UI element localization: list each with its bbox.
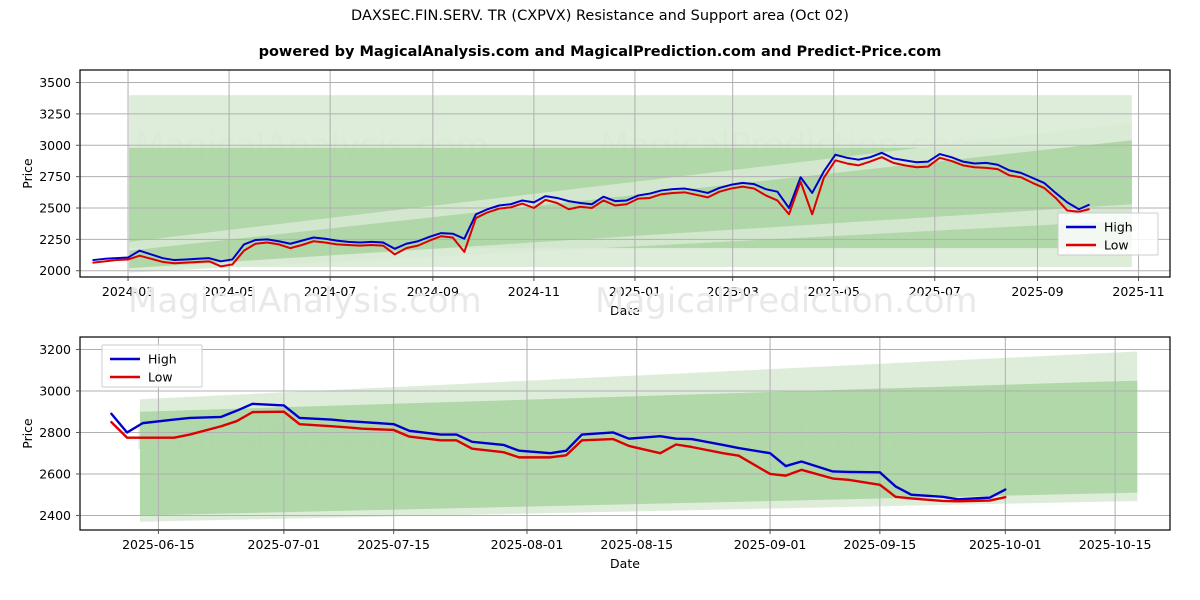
- xtick-label-overview-9: 2025-09: [1011, 284, 1063, 299]
- ytick-label-detail-2: 2800: [39, 425, 71, 440]
- xtick-label-detail-7: 2025-10-01: [969, 537, 1042, 552]
- ytick-label-overview-5: 3250: [39, 106, 71, 121]
- legend-label-high: High: [1104, 220, 1133, 235]
- watermark-axis-left: MagicalAnalysis.com: [128, 281, 482, 321]
- watermark-row-axis: MagicalAnalysis.com MagicalPrediction.com: [128, 281, 978, 321]
- xtick-label-detail-1: 2025-07-01: [248, 537, 321, 552]
- yaxis-title-detail: Price: [20, 418, 35, 449]
- ytick-label-overview-3: 2750: [39, 169, 71, 184]
- ytick-label-detail-3: 3000: [39, 383, 71, 398]
- xtick-label-overview-1: 2024-05: [203, 284, 255, 299]
- xtick-label-overview-8: 2025-07: [909, 284, 961, 299]
- plot-frame-overview: [79, 69, 1171, 278]
- xtick-label-detail-8: 2025-10-15: [1079, 537, 1152, 552]
- xtick-label-detail-3: 2025-08-01: [491, 537, 564, 552]
- legend-item-high-overview[interactable]: High: [1066, 220, 1133, 235]
- legend-label-high: High: [148, 352, 177, 367]
- chart-panel-overview: MagicalAnalysis.com MagicalPrediction.com…: [20, 69, 1171, 318]
- legend-item-low-detail[interactable]: Low: [110, 370, 173, 385]
- xaxis-title-detail: Date: [610, 556, 640, 571]
- legend-detail: High Low: [101, 344, 203, 388]
- xtick-label-overview-7: 2025-05: [808, 284, 860, 299]
- watermark-axis-right: MagicalPrediction.com: [595, 281, 978, 321]
- ytick-label-detail-0: 2400: [39, 508, 71, 523]
- xaxis-title-overview: Date: [610, 303, 640, 318]
- series-line-high: [92, 151, 1090, 263]
- ytick-label-detail-4: 3200: [39, 342, 71, 357]
- ytick-label-overview-2: 2500: [39, 201, 71, 216]
- xtick-label-overview-10: 2025-11: [1112, 284, 1164, 299]
- xtick-label-overview-4: 2024-11: [508, 284, 560, 299]
- xtick-label-detail-4: 2025-08-15: [600, 537, 673, 552]
- legend-item-high-detail[interactable]: High: [110, 352, 177, 367]
- xtick-label-detail-6: 2025-09-15: [844, 537, 917, 552]
- legend-label-low: Low: [148, 370, 173, 385]
- xtick-label-detail-0: 2025-06-15: [122, 537, 195, 552]
- series-line-high: [110, 402, 1007, 501]
- band-overview-3: [129, 140, 1132, 269]
- legend-label-low: Low: [1104, 238, 1129, 253]
- page-title: DAXSEC.FIN.SERV. TR (CXPVX) Resistance a…: [351, 8, 849, 24]
- ytick-label-detail-1: 2600: [39, 466, 71, 481]
- series-line-low: [110, 410, 1007, 503]
- xtick-label-detail-2: 2025-07-15: [357, 537, 430, 552]
- ytick-label-overview-0: 2000: [39, 263, 71, 278]
- xtick-label-overview-0: 2024-03: [102, 284, 154, 299]
- chart-panel-detail: MagicalAnalysis.comMagicalPrediction.com…: [20, 336, 1171, 571]
- xtick-label-detail-5: 2025-09-01: [734, 537, 807, 552]
- plot-frame-detail: [79, 336, 1171, 531]
- ytick-label-overview-6: 3500: [39, 75, 71, 90]
- series-line-low: [92, 156, 1090, 268]
- ytick-label-overview-1: 2250: [39, 232, 71, 247]
- ytick-label-overview-4: 3000: [39, 138, 71, 153]
- page-subtitle: powered by MagicalAnalysis.com and Magic…: [258, 44, 942, 60]
- legend-overview: High Low: [1057, 212, 1159, 256]
- xtick-label-overview-6: 2025-03: [707, 284, 759, 299]
- yaxis-title-overview: Price: [20, 158, 35, 189]
- xtick-label-overview-3: 2024-09: [407, 284, 459, 299]
- legend-item-low-overview[interactable]: Low: [1066, 238, 1129, 253]
- xtick-label-overview-2: 2024-07: [304, 284, 356, 299]
- xtick-label-overview-5: 2025-01: [609, 284, 661, 299]
